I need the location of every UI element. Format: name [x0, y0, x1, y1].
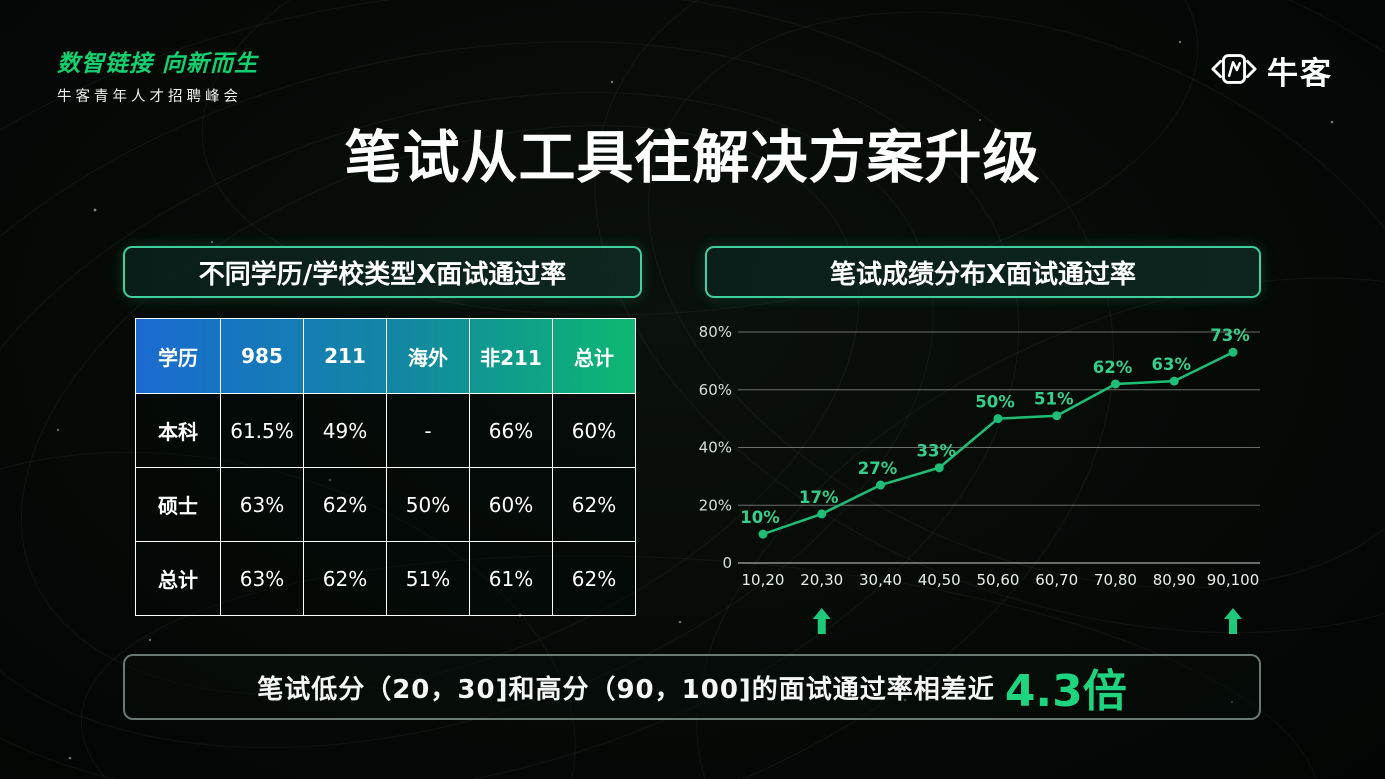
table-row-total: 总计 63% 62% 51% 61% 62% — [135, 541, 636, 616]
data-point — [1169, 376, 1179, 386]
column-header-total: 总计 — [552, 318, 636, 394]
table-cell: 62% — [552, 541, 636, 616]
x-axis-tick-label: 30,40 — [859, 571, 902, 589]
row-label: 总计 — [135, 541, 221, 616]
y-axis-tick-label: 20% — [699, 496, 732, 514]
conclusion-highlight: 4.3倍 — [1004, 666, 1127, 717]
column-header-985: 985 — [220, 318, 304, 394]
y-axis-tick-label: 60% — [699, 381, 732, 399]
table-cell: 62% — [303, 467, 387, 542]
data-point — [876, 480, 885, 490]
nowcoder-logo-text: 牛客 — [1267, 56, 1333, 92]
nowcoder-logo: 牛客 — [1211, 48, 1333, 93]
table-cell: 60% — [469, 467, 553, 542]
brand-subtitle: 牛客青年人才招聘峰会 — [57, 89, 242, 105]
x-axis-tick-label: 50,60 — [977, 571, 1020, 589]
data-point-label: 51% — [1034, 390, 1074, 409]
column-header-overseas: 海外 — [386, 318, 470, 394]
row-label: 硕士 — [135, 467, 221, 542]
right-panel-header: 笔试成绩分布X面试通过率 — [705, 246, 1261, 298]
brand-block: 数智链接 向新而生 牛客青年人才招聘峰会 — [57, 44, 258, 106]
data-point-label: 50% — [975, 393, 1015, 412]
x-axis-tick-label: 90,100 — [1207, 571, 1260, 589]
table-cell: 62% — [552, 467, 636, 542]
conclusion-text: 笔试低分（20，30]和高分（90，100]的面试通过率相差近 — [257, 674, 995, 705]
left-panel-header: 不同学历/学校类型X面试通过率 — [123, 246, 642, 298]
table-cell: 63% — [220, 541, 304, 616]
education-pass-rate-table: 学历 985 211 海外 非211 总计 本科 61.5% 49% - 66%… — [135, 318, 636, 616]
table-cell: - — [386, 393, 470, 468]
up-arrow-icon — [812, 608, 831, 634]
table-header-row: 学历 985 211 海外 非211 总计 — [135, 318, 636, 394]
conclusion-banner: 笔试低分（20，30]和高分（90，100]的面试通过率相差近 4.3倍 — [123, 654, 1261, 720]
nowcoder-logo-icon — [1211, 49, 1257, 93]
data-point — [993, 414, 1003, 424]
y-axis-tick-label: 40% — [699, 439, 732, 457]
table-cell: 63% — [220, 467, 304, 542]
data-point — [1052, 411, 1062, 421]
data-point — [1228, 347, 1238, 357]
x-axis-tick-label: 70,80 — [1094, 571, 1137, 589]
table-row-bachelor: 本科 61.5% 49% - 66% 60% — [135, 393, 636, 468]
table-cell: 51% — [386, 541, 470, 616]
data-point-label: 10% — [740, 508, 780, 527]
data-point-label: 63% — [1152, 355, 1192, 374]
x-axis-tick-label: 40,50 — [918, 571, 961, 589]
table-cell: 66% — [469, 393, 553, 468]
left-panel-header-label: 不同学历/学校类型X面试通过率 — [198, 259, 567, 290]
brand-slogan: 数智链接 向新而生 — [57, 51, 259, 77]
column-header-211: 211 — [303, 318, 387, 394]
table-cell: 50% — [386, 467, 470, 542]
x-axis-tick-label: 60,70 — [1035, 571, 1078, 589]
data-point — [758, 529, 768, 539]
x-axis-tick-label: 80,90 — [1153, 571, 1196, 589]
data-point — [934, 463, 944, 473]
data-point-label: 62% — [1093, 358, 1133, 377]
data-point-label: 73% — [1210, 326, 1250, 345]
table-cell: 60% — [552, 393, 636, 468]
x-axis-tick-label: 20,30 — [800, 571, 843, 589]
table-cell: 62% — [303, 541, 387, 616]
column-header-degree: 学历 — [135, 318, 221, 394]
column-header-non211: 非211 — [469, 318, 553, 394]
right-panel-header-label: 笔试成绩分布X面试通过率 — [829, 259, 1137, 290]
table-cell: 49% — [303, 393, 387, 468]
score-distribution-line-chart: 0 20% 40% 60% 80% 10,20 20,30 30,40 40,50 50,60 60… — [699, 323, 1260, 634]
page-title: 笔试从工具往解决方案升级 — [344, 125, 1041, 191]
y-axis-tick-label: 0 — [722, 554, 732, 572]
table-cell: 61.5% — [220, 393, 304, 468]
data-point — [817, 509, 827, 519]
table-row-master: 硕士 63% 62% 50% 60% 62% — [135, 467, 636, 542]
data-point-label: 17% — [799, 488, 839, 507]
y-axis-tick-label: 80% — [699, 323, 732, 341]
data-point — [1111, 379, 1120, 389]
row-label: 本科 — [135, 393, 221, 468]
x-axis-tick-label: 10,20 — [742, 571, 785, 589]
data-point-label: 33% — [917, 442, 957, 461]
up-arrow-icon — [1224, 608, 1242, 634]
data-point-label: 27% — [858, 459, 898, 478]
table-cell: 61% — [469, 541, 553, 616]
